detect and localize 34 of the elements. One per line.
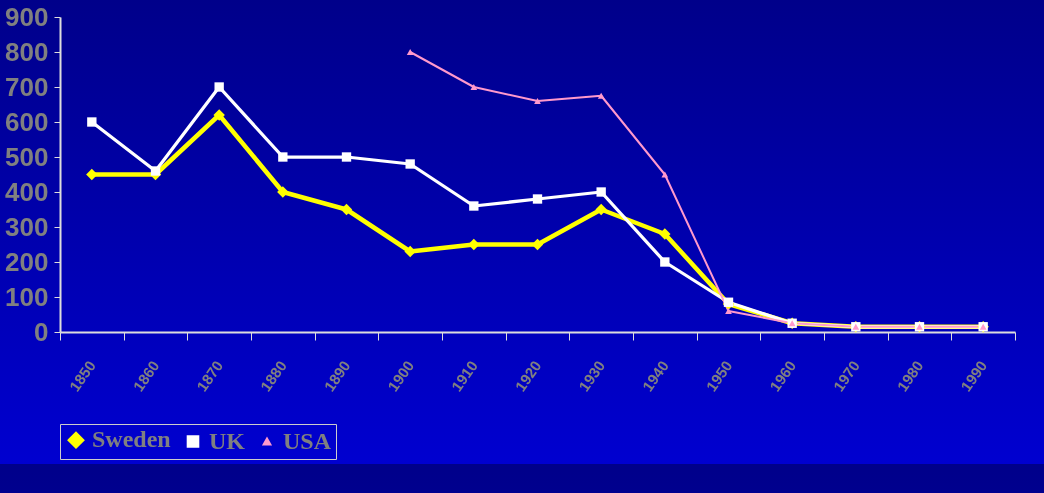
- point: [340, 203, 353, 216]
- point: [214, 82, 224, 92]
- y-tick-label: 300: [5, 211, 49, 242]
- point: [725, 308, 732, 314]
- y-tick-label: 0: [34, 316, 49, 347]
- point: [532, 194, 543, 204]
- point: [406, 49, 414, 55]
- y-tick-label: 500: [5, 141, 49, 172]
- point: [595, 203, 607, 216]
- y-tick-label: 100: [5, 281, 49, 312]
- point: [278, 152, 288, 162]
- point: [596, 187, 606, 197]
- point: [404, 245, 416, 258]
- y-tick-label: 400: [5, 176, 49, 207]
- point: [659, 228, 671, 240]
- point: [660, 257, 670, 267]
- point: [87, 117, 97, 127]
- y-tick-label: 900: [5, 1, 49, 32]
- legend-label: USA: [283, 427, 332, 454]
- y-tick-label: 700: [5, 71, 49, 102]
- point: [213, 109, 225, 121]
- y-tick-label: 600: [5, 106, 49, 137]
- point: [534, 98, 541, 104]
- point: [405, 159, 415, 169]
- point: [470, 84, 478, 90]
- point: [341, 152, 352, 162]
- legend-label: Sweden: [92, 426, 171, 453]
- legend-label: UK: [209, 427, 246, 454]
- point: [277, 186, 289, 198]
- y-tick-label: 800: [5, 36, 49, 67]
- y-tick-label: 200: [5, 246, 49, 277]
- point: [597, 92, 605, 99]
- point: [150, 166, 161, 176]
- point: [469, 201, 479, 211]
